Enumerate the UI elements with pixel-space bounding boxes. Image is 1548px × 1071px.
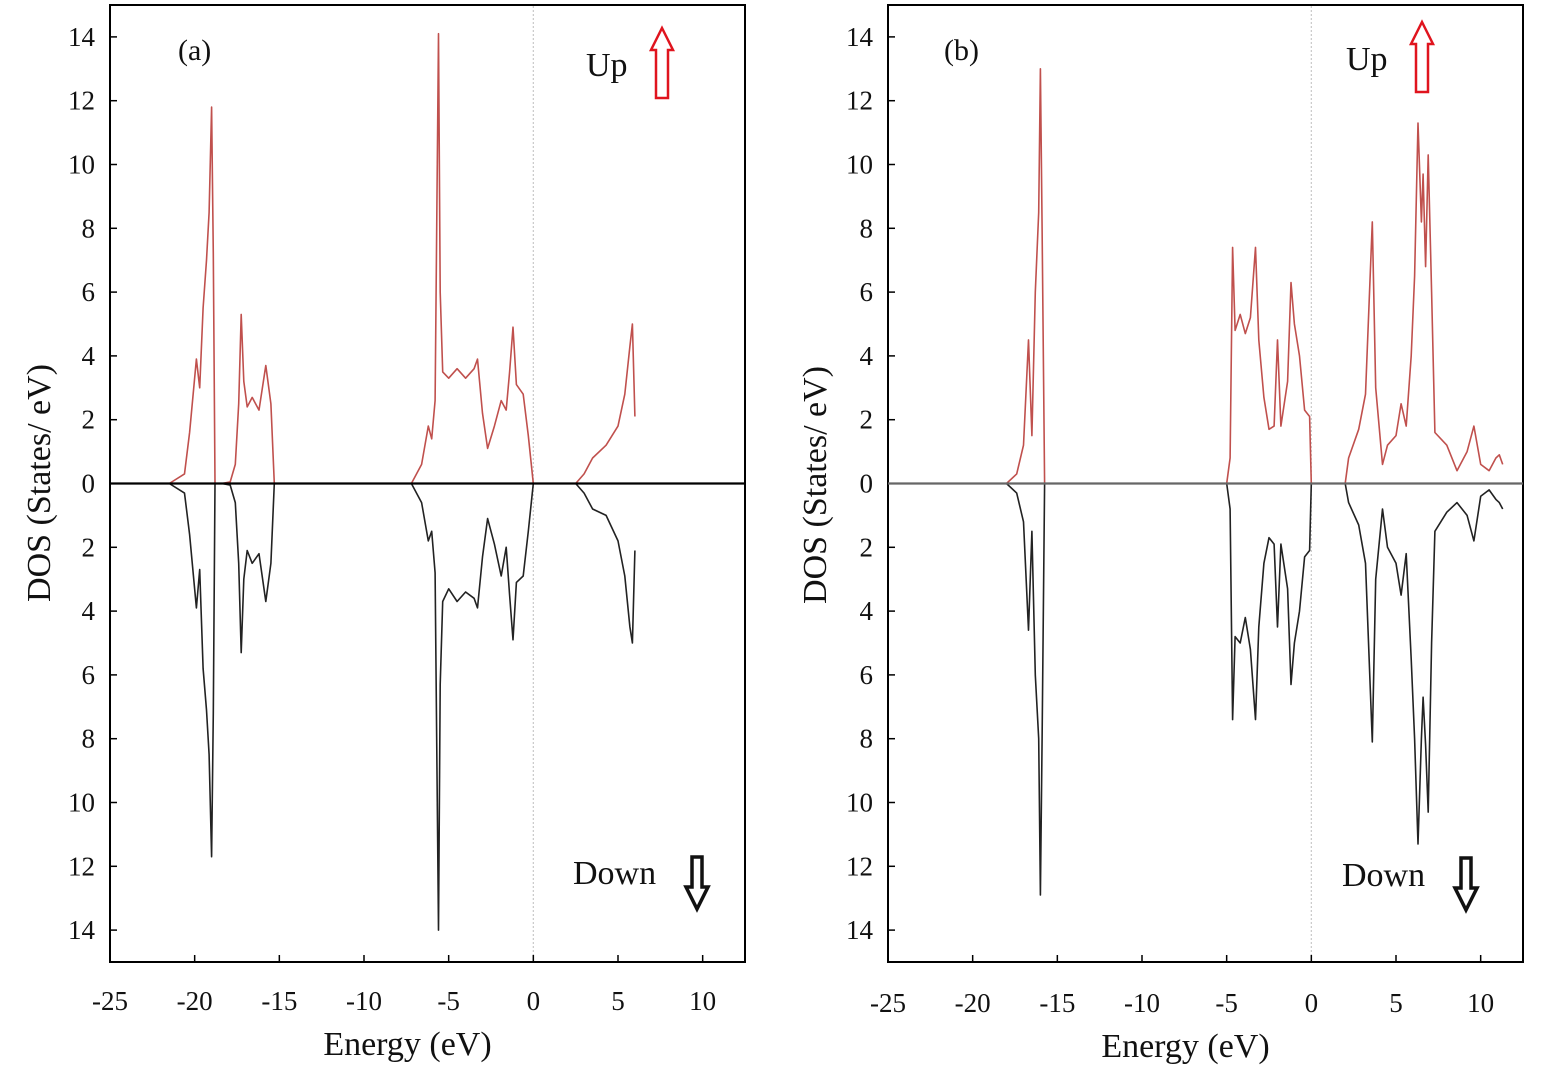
y-tick-label: 2 <box>860 532 874 562</box>
arrow-up-icon <box>1408 19 1436 94</box>
series-down-line <box>1225 483 1313 721</box>
legend-up-label: Up <box>586 47 628 84</box>
y-axis-label: DOS (States/ eV) <box>797 366 834 604</box>
series-up-line <box>168 106 216 485</box>
y-tick-label: 2 <box>860 405 874 435</box>
y-axis-label: DOS (States/ eV) <box>21 364 58 602</box>
y-tick-label: 6 <box>82 660 96 690</box>
legend-down-label: Down <box>1342 857 1425 894</box>
arrow-down-icon <box>683 855 711 913</box>
y-tick-label: 12 <box>68 86 95 116</box>
series-down-line <box>1344 483 1504 845</box>
x-tick-label: -5 <box>1215 988 1238 1018</box>
y-tick-label: 10 <box>846 788 873 818</box>
x-axis-label: Energy (eV) <box>323 1026 491 1063</box>
y-tick-label: 14 <box>68 915 96 945</box>
y-tick-label: 12 <box>68 851 95 881</box>
y-tick-label: 14 <box>68 22 96 52</box>
x-axis-label: Energy (eV) <box>1101 1028 1269 1065</box>
panel-label: (a) <box>178 34 211 67</box>
series-down-line <box>1005 482 1046 896</box>
y-tick-label: 12 <box>846 851 873 881</box>
y-tick-label: 0 <box>860 469 874 499</box>
series-down-line <box>168 482 216 858</box>
x-tick-label: -20 <box>177 986 213 1016</box>
x-tick-label: -25 <box>92 986 128 1016</box>
x-tick-label: 5 <box>1389 988 1403 1018</box>
legend-up-label: Up <box>1346 41 1388 78</box>
legend-down-label: Down <box>573 855 656 892</box>
series-up-line <box>1225 246 1313 484</box>
y-tick-label: 4 <box>860 341 874 371</box>
y-tick-label: 4 <box>82 341 96 371</box>
y-tick-label: 0 <box>82 469 96 499</box>
y-tick-label: 8 <box>82 724 96 754</box>
y-tick-label: 4 <box>82 596 96 626</box>
panel-b: -25 -20 -15 -10 -5 0 5 10 14 12 10 8 6 4 2 0 2 4 6 8 10 12 14 E… <box>797 4 1524 1065</box>
series-up-line <box>221 313 276 485</box>
y-tick-label: 6 <box>860 277 874 307</box>
y-tick-label: 10 <box>68 788 95 818</box>
series-up-line <box>1344 122 1504 484</box>
y-tick-label: 2 <box>82 532 96 562</box>
x-tick-label: -25 <box>870 988 906 1018</box>
x-tick-label: -10 <box>1124 988 1160 1018</box>
y-tick-label: 14 <box>846 915 874 945</box>
y-tick-label: 8 <box>82 213 96 243</box>
y-tick-label: 10 <box>68 150 95 180</box>
series-up-line <box>1005 68 1046 485</box>
arrow-up-icon <box>648 25 676 100</box>
x-tick-label: -10 <box>346 986 382 1016</box>
y-tick-label: 12 <box>846 86 873 116</box>
x-tick-label: 0 <box>1305 988 1319 1018</box>
y-tick-label: 10 <box>846 150 873 180</box>
series-down-line <box>575 482 636 644</box>
x-tick-label: -5 <box>437 986 460 1016</box>
panel-a: -25 -20 -15 -10 -5 0 5 10 14 12 10 8 6 4 2 0 2 4 6 8 10 12 14 E… <box>21 4 746 1063</box>
y-tick-label: 8 <box>860 724 874 754</box>
series-down-line <box>410 483 535 931</box>
y-tick-label: 4 <box>860 596 874 626</box>
x-tick-label: 10 <box>689 986 716 1016</box>
x-tick-label: 10 <box>1467 988 1494 1018</box>
y-tick-label: 14 <box>846 22 874 52</box>
series-up-line <box>410 32 535 484</box>
arrow-down-icon <box>1452 856 1480 914</box>
x-tick-label: -20 <box>955 988 991 1018</box>
x-tick-label: 5 <box>611 986 625 1016</box>
x-tick-label: 0 <box>527 986 541 1016</box>
y-tick-label: 2 <box>82 405 96 435</box>
x-tick-label: -15 <box>261 986 297 1016</box>
panel-label: (b) <box>944 34 979 67</box>
series-up-line <box>575 323 636 485</box>
y-tick-label: 6 <box>82 277 96 307</box>
y-tick-label: 8 <box>860 213 874 243</box>
x-tick-label: -15 <box>1039 988 1075 1018</box>
y-tick-label: 6 <box>860 660 874 690</box>
series-down-line <box>221 482 276 654</box>
